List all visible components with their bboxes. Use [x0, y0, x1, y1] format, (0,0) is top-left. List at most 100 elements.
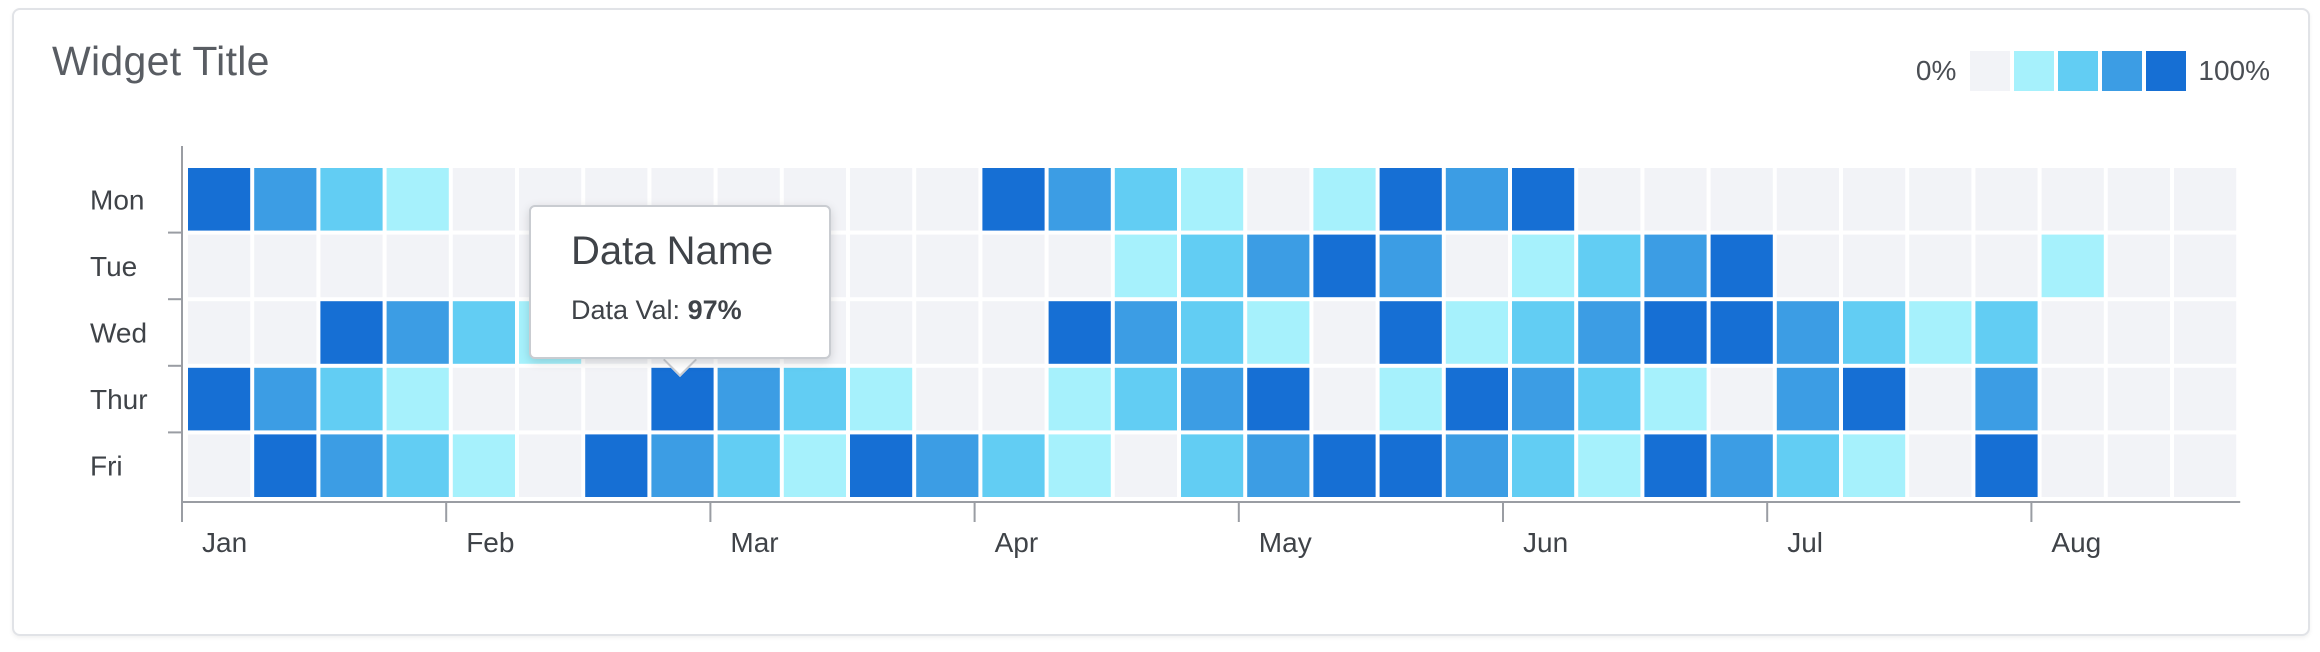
heatmap-cell[interactable] [452, 434, 515, 497]
heatmap-cell[interactable] [1181, 168, 1244, 231]
heatmap-cell[interactable] [1114, 168, 1177, 231]
heatmap-cell[interactable] [1578, 168, 1641, 231]
heatmap-cell[interactable] [1909, 234, 1972, 298]
heatmap-cell[interactable] [1710, 234, 1773, 298]
heatmap-cell[interactable] [1512, 234, 1575, 298]
heatmap-cell[interactable] [585, 434, 648, 497]
heatmap-cell[interactable] [1512, 434, 1575, 497]
heatmap-cell[interactable] [1843, 434, 1906, 497]
heatmap-cell[interactable] [1578, 301, 1641, 364]
heatmap-cell[interactable] [1445, 234, 1508, 298]
heatmap-cell[interactable] [1048, 367, 1111, 431]
heatmap-cell[interactable] [1909, 434, 1972, 497]
heatmap-cell[interactable] [386, 301, 449, 364]
heatmap-cell[interactable] [850, 367, 913, 431]
heatmap-cell[interactable] [2107, 434, 2170, 497]
heatmap-cell[interactable] [982, 234, 1045, 298]
heatmap-cell[interactable] [2041, 367, 2104, 431]
heatmap-cell[interactable] [386, 168, 449, 231]
heatmap-cell[interactable] [1313, 168, 1376, 231]
heatmap-cell[interactable] [1445, 301, 1508, 364]
heatmap-cell[interactable] [1843, 234, 1906, 298]
heatmap-cell[interactable] [452, 367, 515, 431]
heatmap-cell[interactable] [1247, 367, 1310, 431]
heatmap-cell[interactable] [717, 367, 780, 431]
heatmap-cell[interactable] [982, 367, 1045, 431]
heatmap-cell[interactable] [254, 367, 317, 431]
heatmap-cell[interactable] [1313, 234, 1376, 298]
heatmap-cell[interactable] [2174, 234, 2237, 298]
heatmap-cell[interactable] [2041, 301, 2104, 364]
heatmap-cell[interactable] [386, 434, 449, 497]
heatmap-cell[interactable] [386, 234, 449, 298]
heatmap-cell[interactable] [320, 168, 383, 231]
heatmap-cell[interactable] [1776, 434, 1839, 497]
heatmap-cell[interactable] [1644, 301, 1707, 364]
heatmap-cell[interactable] [916, 367, 979, 431]
heatmap-cell[interactable] [1776, 301, 1839, 364]
heatmap-cell[interactable] [916, 301, 979, 364]
heatmap-cell[interactable] [320, 434, 383, 497]
heatmap-cell[interactable] [1710, 367, 1773, 431]
heatmap-cell[interactable] [1776, 367, 1839, 431]
heatmap-cell[interactable] [916, 234, 979, 298]
heatmap-cell[interactable] [1181, 234, 1244, 298]
heatmap-cell[interactable] [850, 168, 913, 231]
heatmap-cell[interactable] [1578, 234, 1641, 298]
heatmap-cell[interactable] [1114, 301, 1177, 364]
heatmap-cell[interactable] [2174, 168, 2237, 231]
heatmap-cell[interactable] [651, 434, 714, 497]
heatmap-cell[interactable] [188, 234, 251, 298]
heatmap-cell[interactable] [916, 168, 979, 231]
heatmap-cell[interactable] [1975, 168, 2038, 231]
heatmap-cell[interactable] [1313, 434, 1376, 497]
heatmap-cell[interactable] [783, 434, 846, 497]
heatmap-cell[interactable] [651, 367, 714, 431]
heatmap-cell[interactable] [850, 301, 913, 364]
heatmap-cell[interactable] [1114, 367, 1177, 431]
heatmap-cell[interactable] [1843, 301, 1906, 364]
heatmap-cell[interactable] [585, 367, 648, 431]
heatmap-cell[interactable] [254, 434, 317, 497]
heatmap-cell[interactable] [2107, 301, 2170, 364]
heatmap-cell[interactable] [2107, 168, 2170, 231]
heatmap-cell[interactable] [1379, 168, 1442, 231]
heatmap-cell[interactable] [2041, 434, 2104, 497]
heatmap-cell[interactable] [452, 234, 515, 298]
heatmap-cell[interactable] [1247, 301, 1310, 364]
heatmap-cell[interactable] [916, 434, 979, 497]
heatmap-cell[interactable] [188, 367, 251, 431]
heatmap-cell[interactable] [519, 367, 582, 431]
heatmap-cell[interactable] [1975, 367, 2038, 431]
heatmap-cell[interactable] [2041, 234, 2104, 298]
heatmap-cell[interactable] [1776, 168, 1839, 231]
heatmap-cell[interactable] [254, 234, 317, 298]
heatmap-cell[interactable] [1975, 301, 2038, 364]
heatmap-cell[interactable] [2107, 367, 2170, 431]
heatmap-cell[interactable] [1909, 168, 1972, 231]
heatmap-cell[interactable] [1512, 301, 1575, 364]
heatmap-cell[interactable] [452, 301, 515, 364]
heatmap-cell[interactable] [1114, 434, 1177, 497]
heatmap-cell[interactable] [2174, 301, 2237, 364]
heatmap-cell[interactable] [188, 434, 251, 497]
heatmap-cell[interactable] [1644, 168, 1707, 231]
heatmap-cell[interactable] [254, 168, 317, 231]
heatmap-cell[interactable] [1975, 234, 2038, 298]
heatmap-cell[interactable] [717, 434, 780, 497]
heatmap-cell[interactable] [1313, 367, 1376, 431]
heatmap-cell[interactable] [1843, 168, 1906, 231]
heatmap-cell[interactable] [1644, 367, 1707, 431]
heatmap-cell[interactable] [982, 168, 1045, 231]
heatmap-cell[interactable] [386, 367, 449, 431]
heatmap-cell[interactable] [1975, 434, 2038, 497]
heatmap-cell[interactable] [1048, 168, 1111, 231]
heatmap-cell[interactable] [1181, 301, 1244, 364]
heatmap-cell[interactable] [320, 234, 383, 298]
heatmap-cell[interactable] [783, 367, 846, 431]
heatmap-cell[interactable] [1644, 234, 1707, 298]
heatmap-cell[interactable] [320, 367, 383, 431]
heatmap-cell[interactable] [1445, 168, 1508, 231]
heatmap-cell[interactable] [1181, 434, 1244, 497]
heatmap-cell[interactable] [2174, 367, 2237, 431]
